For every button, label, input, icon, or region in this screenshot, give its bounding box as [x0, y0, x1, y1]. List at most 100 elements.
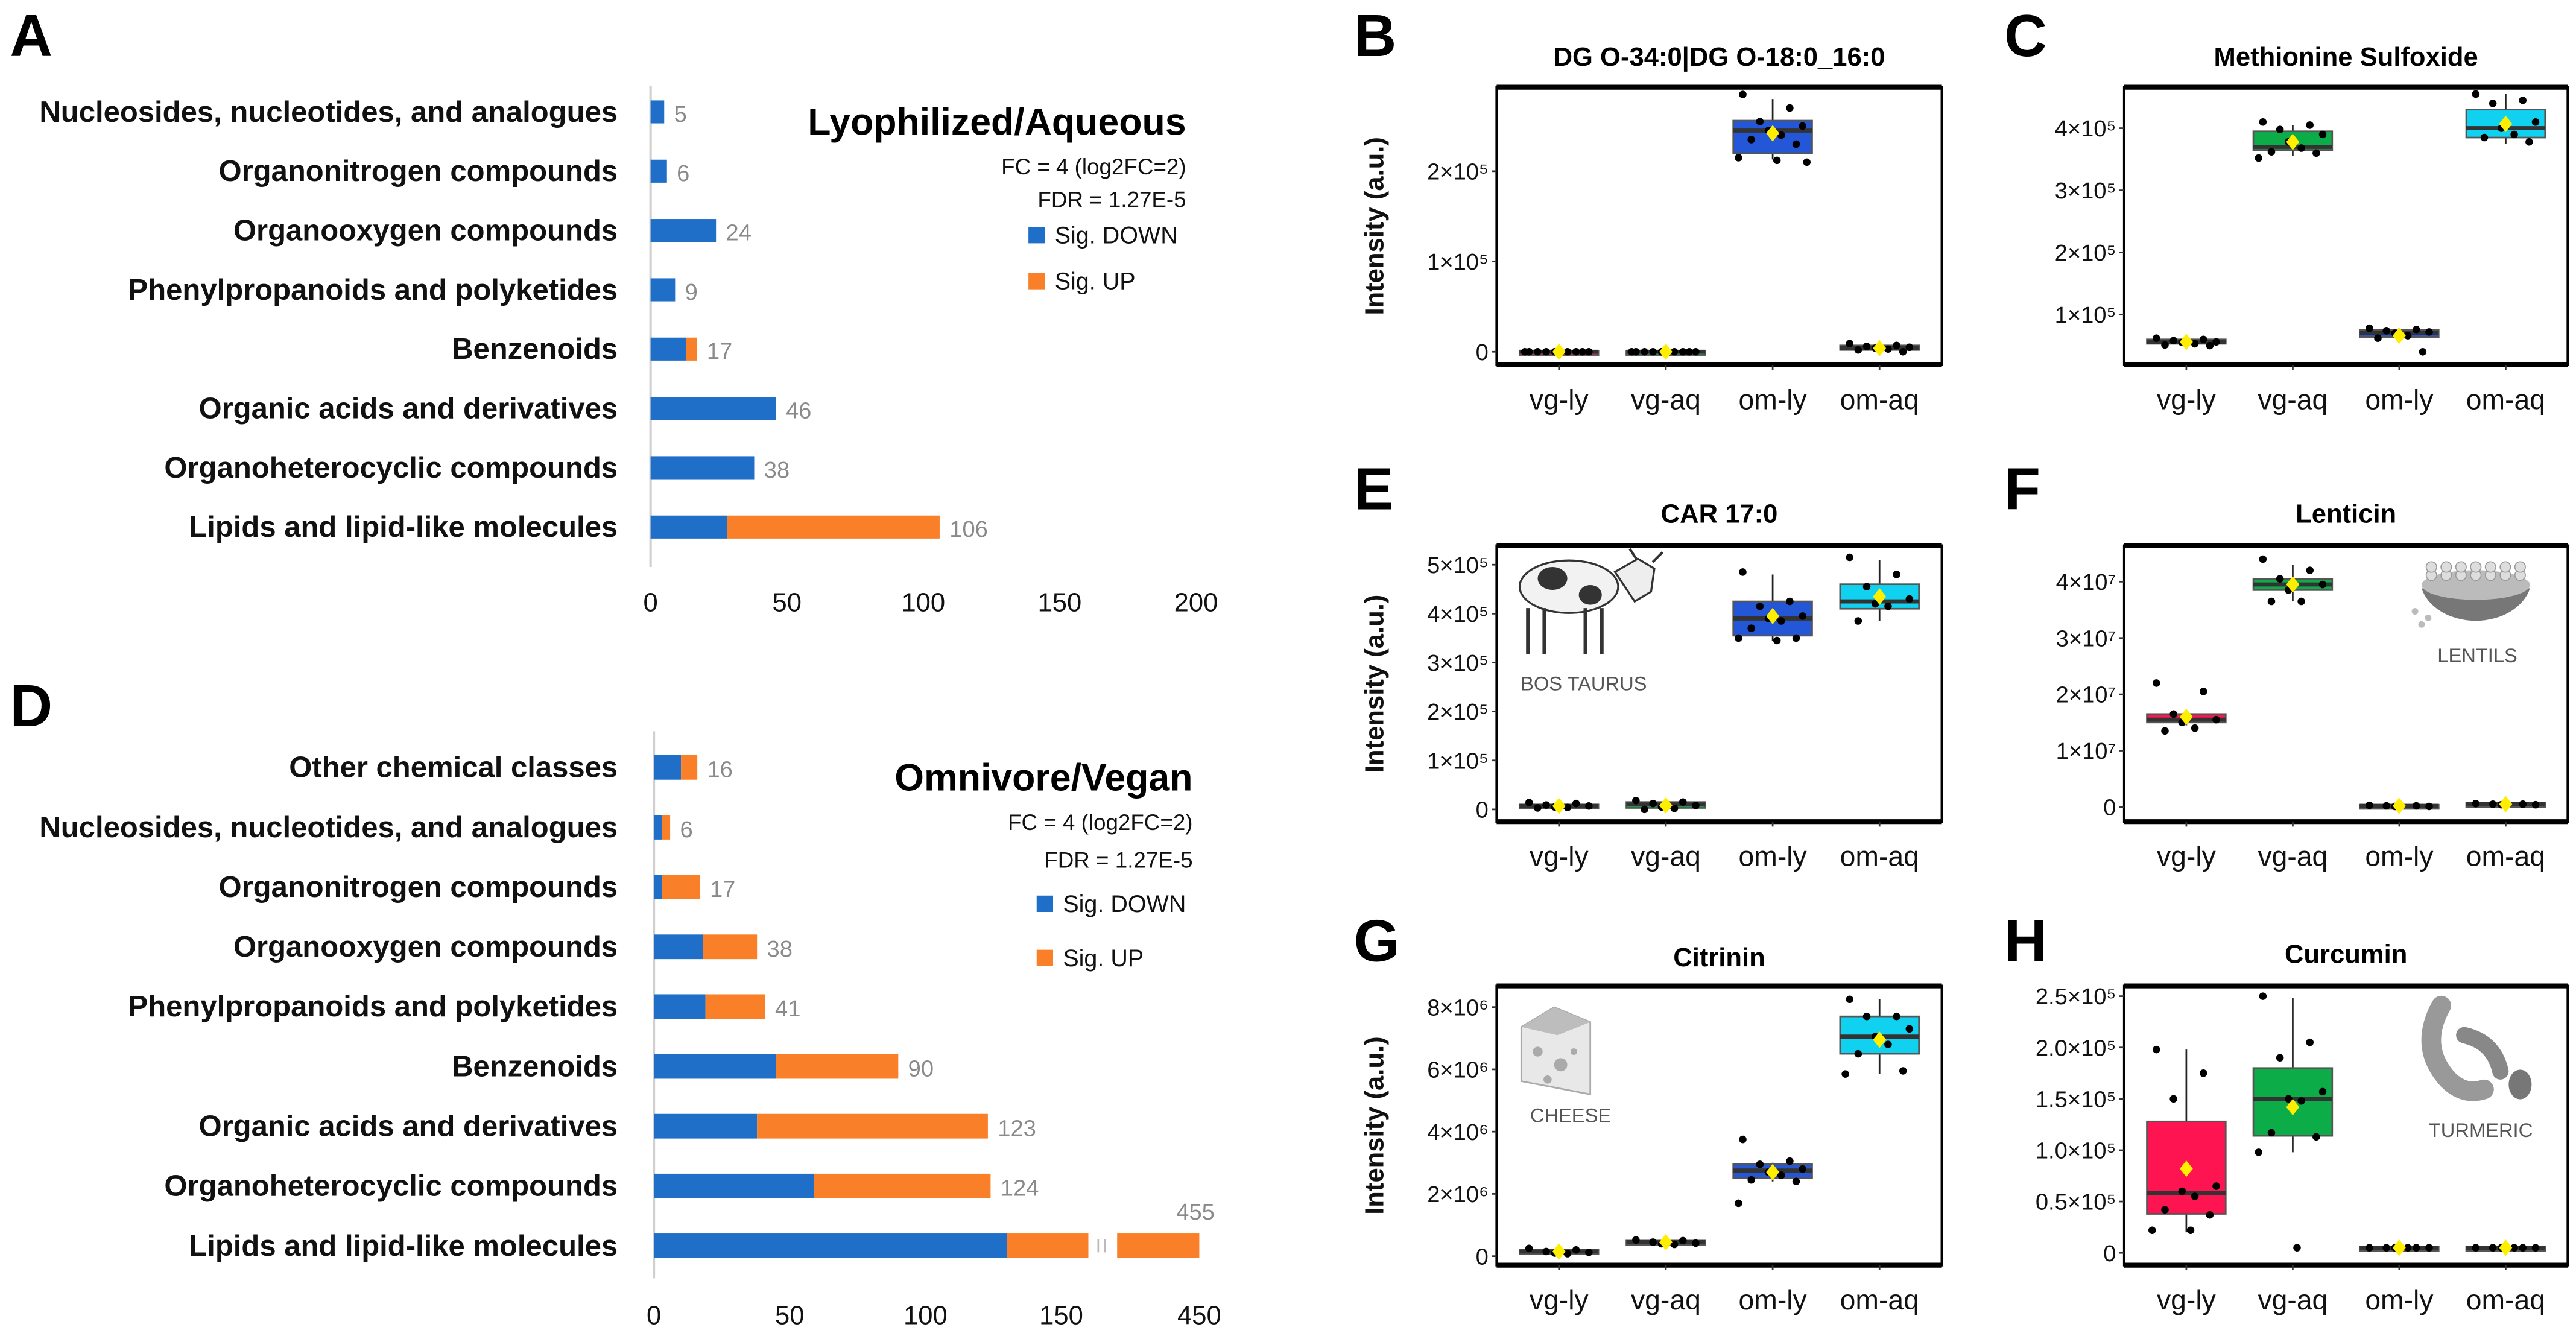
bar-sig-up [1007, 1233, 1089, 1258]
data-point [1563, 347, 1572, 356]
data-point [2412, 1244, 2420, 1252]
value-label: 17 [707, 338, 732, 364]
data-point [2382, 802, 2390, 810]
value-label: 5 [674, 101, 687, 127]
x-tick-label: 0 [644, 589, 658, 618]
lentil [2418, 621, 2425, 628]
x-category-label: vg-ly [2157, 384, 2217, 415]
illustration-caption: LENTILS [2437, 644, 2517, 666]
x-category-label: om-ly [2365, 1284, 2434, 1315]
chart-note: FDR = 1.27E-5 [1044, 847, 1192, 872]
data-point [2276, 125, 2284, 133]
box-plot-g: Citrinin CHEESE 0 2×10⁶ 4×10⁶ 6×10⁶ 8×10⁶ Inten… [1360, 943, 1943, 1315]
lentil [2411, 608, 2419, 615]
data-point [1786, 597, 1794, 606]
data-point [1534, 347, 1542, 356]
bar-sig-down [654, 1113, 758, 1139]
data-point [1739, 90, 1747, 98]
x-category-label: vg-ly [1530, 1284, 1589, 1315]
chart-note: FC = 4 (log2FC=2) [1001, 154, 1186, 179]
cow-spot [1578, 584, 1602, 605]
bar-sig-down [650, 456, 755, 480]
category-label: Nucleosides, nucleotides, and analogues [39, 96, 618, 128]
x-tick-label: 450 [1177, 1302, 1221, 1331]
data-point [2312, 149, 2320, 157]
y-tick-label: 4×10⁵ [2055, 116, 2116, 142]
data-point [2297, 1097, 2305, 1105]
value-label: 17 [710, 876, 735, 902]
mean-marker [1766, 607, 1779, 625]
lentil [2499, 561, 2511, 573]
mean-marker [2180, 334, 2193, 350]
bar-sig-up [662, 875, 700, 900]
data-point [1649, 1238, 1657, 1246]
data-point [1756, 118, 1764, 125]
data-point [1747, 1176, 1755, 1184]
data-point [2255, 154, 2263, 162]
data-point [1572, 1246, 1580, 1254]
legend-swatch [1036, 949, 1053, 966]
data-point [1854, 1049, 1862, 1058]
data-point [2212, 715, 2220, 724]
mean-marker [1552, 797, 1566, 814]
data-point [2412, 325, 2420, 334]
data-point [2366, 1244, 2373, 1252]
data-point [1649, 347, 1657, 356]
data-point [2306, 1038, 2314, 1046]
bar-sig-down [654, 934, 703, 960]
value-label: 38 [764, 457, 790, 483]
data-point [2472, 90, 2480, 98]
value-label: 106 [949, 516, 988, 542]
data-point [2199, 335, 2207, 343]
box-plot-e: CAR 17:0 BOS TAURUS 0 1×10⁵ 2×10⁵ 3×10⁵ 4×10⁵ 5… [1360, 499, 1943, 872]
data-point [2153, 679, 2160, 687]
bar-sig-down [654, 755, 682, 780]
data-point [1846, 995, 1853, 1004]
mean-marker [2286, 1098, 2300, 1116]
x-category-label: vg-aq [2258, 384, 2328, 415]
bar-sig-down [650, 397, 776, 420]
category-label: Organoheterocyclic compounds [164, 1170, 618, 1203]
data-point [2404, 332, 2412, 340]
data-point [1893, 1012, 1900, 1021]
bar-sig-up [686, 337, 697, 361]
box-plot-f: Lenticin LENTILS 0 1×10⁷ 2×10⁷ 3×10⁷ 4×10⁷ vg-l… [2056, 499, 2569, 872]
category-label: Benzenoids [452, 333, 618, 366]
data-point [2519, 1244, 2527, 1252]
mean-marker [1766, 1163, 1779, 1180]
data-point [1792, 140, 1800, 148]
data-point [1679, 1236, 1687, 1245]
data-point [1862, 583, 1871, 590]
x-tick-label: 200 [1174, 589, 1218, 618]
bar-sig-down [650, 515, 727, 539]
y-axis-label: Intensity (a.u.) [1360, 1036, 1389, 1214]
mean-marker [1552, 343, 1566, 360]
data-point [2404, 1244, 2412, 1252]
x-tick-label: 150 [1039, 1302, 1083, 1331]
category-label: Phenylpropanoids and polyketides [128, 274, 618, 306]
data-point [2191, 724, 2199, 732]
data-point [1893, 341, 1900, 350]
data-point [1739, 1135, 1747, 1144]
legend-label: Sig. DOWN [1055, 222, 1178, 249]
data-point [2267, 148, 2276, 156]
bar-sig-up [757, 1113, 988, 1139]
data-point [1563, 803, 1572, 811]
lentil [2470, 561, 2482, 573]
data-point [1649, 799, 1657, 808]
data-point [2366, 324, 2373, 332]
panel-letter-c: C [2004, 2, 2047, 69]
lentil [2440, 561, 2452, 573]
cow-illustration: BOS TAURUS [1518, 548, 1663, 694]
data-point [2366, 801, 2373, 809]
data-point [2285, 1095, 2293, 1103]
lentil [2425, 561, 2437, 573]
data-point [2259, 118, 2267, 126]
cow-horns [1628, 548, 1663, 563]
data-point [2374, 334, 2382, 342]
category-label: Nucleosides, nucleotides, and analogues [39, 811, 618, 844]
data-point [1884, 345, 1892, 353]
data-point [1756, 602, 1764, 610]
data-point [2489, 1244, 2497, 1252]
